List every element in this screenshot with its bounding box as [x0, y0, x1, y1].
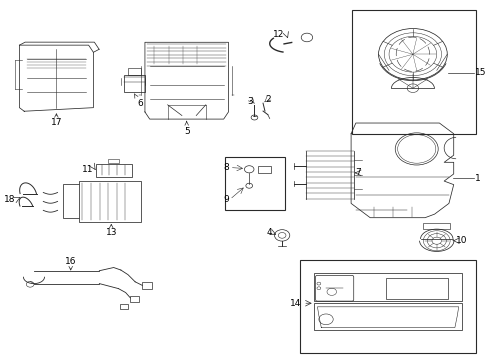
Text: 1: 1	[474, 174, 480, 183]
Bar	[299, 260, 475, 353]
Bar	[79, 181, 141, 222]
Bar	[257, 166, 271, 173]
Bar	[423, 222, 449, 229]
Bar	[130, 296, 139, 302]
Bar	[63, 184, 81, 219]
Text: 17: 17	[51, 114, 62, 127]
Bar	[142, 282, 152, 289]
Text: 12: 12	[272, 30, 284, 39]
Bar	[127, 68, 141, 75]
Text: 5: 5	[183, 121, 189, 136]
Text: 18: 18	[4, 195, 16, 204]
Text: 15: 15	[474, 68, 486, 77]
Text: 6: 6	[134, 94, 142, 108]
Text: 8: 8	[223, 163, 228, 172]
Text: 16: 16	[65, 257, 76, 270]
Text: 11: 11	[82, 165, 93, 174]
Bar	[313, 273, 461, 301]
Text: 2: 2	[264, 95, 270, 104]
Text: 13: 13	[105, 224, 117, 237]
Bar	[120, 303, 127, 309]
Text: 4: 4	[266, 228, 272, 237]
Bar	[351, 10, 475, 134]
Text: 3: 3	[246, 97, 252, 106]
Bar	[108, 158, 119, 163]
Bar	[123, 75, 144, 92]
Text: 7: 7	[355, 168, 361, 177]
Bar	[224, 157, 285, 210]
Text: 10: 10	[455, 236, 467, 245]
Bar	[385, 278, 447, 299]
Bar	[95, 163, 132, 177]
Bar	[313, 303, 461, 330]
Text: 14: 14	[289, 299, 301, 308]
Text: 9: 9	[223, 195, 228, 204]
